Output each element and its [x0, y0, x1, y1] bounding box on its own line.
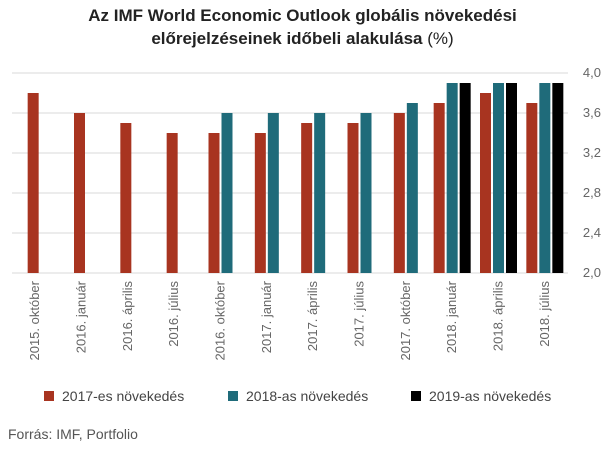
bar-2018 — [446, 83, 458, 273]
y-tick-label: 3,2 — [583, 145, 601, 160]
bar-2019 — [459, 83, 471, 273]
gridlines — [12, 72, 568, 274]
y-tick-label: 2,8 — [583, 185, 601, 200]
legend-label-2019: 2019-as növekedés — [429, 388, 552, 404]
bar-2018 — [267, 113, 279, 273]
y-tick-label: 3,6 — [583, 105, 601, 120]
legend: 2017-es növekedés 2018-as növekedés 2019… — [0, 388, 605, 408]
bar-2017 — [74, 113, 85, 273]
y-tick-label: 2,0 — [583, 265, 601, 280]
bar-2017 — [433, 103, 445, 273]
bar-2018 — [539, 83, 551, 273]
bar-2017 — [301, 123, 313, 273]
bar-2019 — [506, 83, 517, 273]
bar-2017 — [166, 133, 178, 273]
x-tick-label: 2017. július — [352, 281, 367, 347]
legend-swatch-2018 — [228, 391, 238, 401]
legend-item-2017: 2017-es növekedés — [44, 388, 184, 404]
bar-2018 — [314, 113, 326, 273]
legend-label-2018: 2018-as növekedés — [246, 388, 369, 404]
x-axis-ticks: 2015. október 2016. január 2016. április 20… — [27, 280, 552, 360]
chart-title-line-2: előrejelzéseinek időbeli alakulása (%) — [0, 29, 605, 49]
legend-swatch-2017 — [44, 391, 54, 401]
y-tick-label: 4,0 — [583, 65, 601, 80]
bar-2017 — [526, 103, 538, 273]
legend-label-2017: 2017-es növekedés — [62, 388, 185, 404]
bar-2017 — [480, 93, 491, 273]
x-tick-label: 2016. október — [213, 280, 228, 360]
y-axis-ticks: 4,0 3,6 3,2 2,8 2,4 2,0 — [583, 65, 601, 280]
x-tick-label: 2017. január — [259, 280, 274, 353]
x-tick-label: 2017. április — [305, 281, 320, 352]
y-tick-label: 2,4 — [583, 225, 601, 240]
chart-title-line-1: Az IMF World Economic Outlook globális n… — [88, 6, 517, 25]
x-tick-label: 2018. január — [444, 280, 459, 353]
x-tick-label: 2018. április — [491, 281, 506, 352]
legend-item-2019: 2019-as növekedés — [411, 388, 551, 404]
bar-2018 — [360, 113, 372, 273]
bar-2017 — [120, 123, 132, 273]
bar-2017 — [27, 93, 39, 273]
bar-2019 — [552, 83, 564, 273]
x-tick-label: 2016. január — [74, 280, 89, 353]
chart-title-main: előrejelzéseinek időbeli alakulása — [151, 29, 423, 48]
bar-chart: 4,0 3,6 3,2 2,8 2,4 2,0 2015. október 2016. ja… — [12, 65, 601, 361]
x-tick-label: 2015. október — [27, 280, 42, 360]
chart-title-unit: (%) — [422, 29, 454, 48]
bars — [27, 83, 564, 273]
bar-2018 — [406, 103, 418, 273]
legend-swatch-2019 — [411, 391, 421, 401]
source-note: Forrás: IMF, Portfolio — [8, 426, 138, 442]
bar-2018 — [493, 83, 504, 273]
x-tick-label: 2017. október — [398, 280, 413, 360]
bar-2017 — [393, 113, 405, 273]
bar-2017 — [347, 123, 359, 273]
x-tick-label: 2018. július — [537, 281, 552, 347]
x-tick-label: 2016. április — [120, 281, 135, 352]
bar-2017 — [208, 133, 220, 273]
x-tick-label: 2016. július — [166, 281, 181, 347]
legend-item-2018: 2018-as növekedés — [228, 388, 368, 404]
bar-2018 — [221, 113, 233, 273]
bar-2017 — [254, 133, 266, 273]
